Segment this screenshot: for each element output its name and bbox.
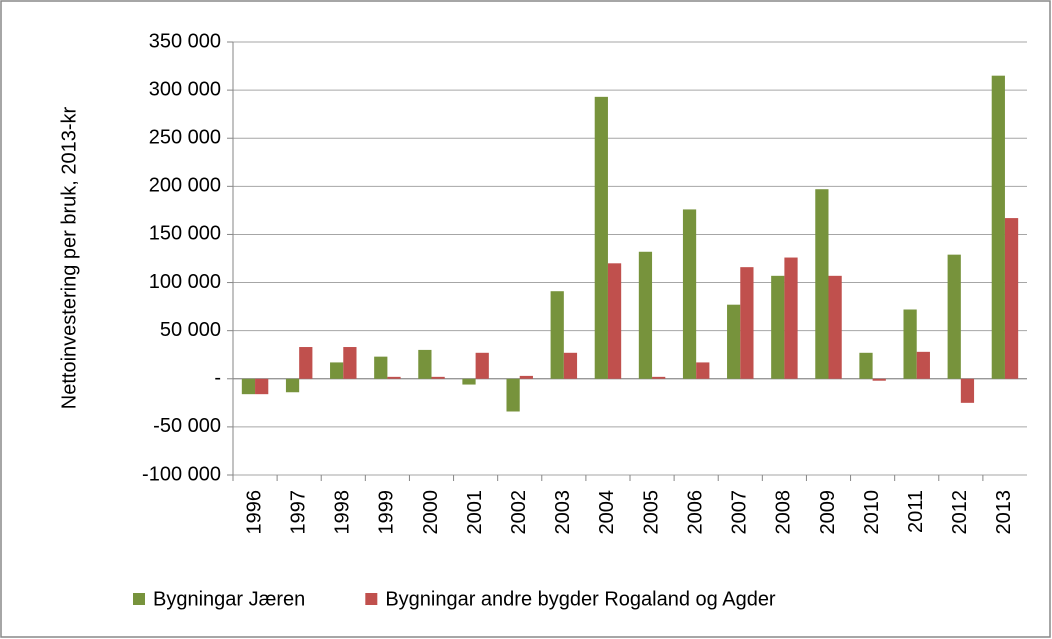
bar xyxy=(241,378,256,395)
bar xyxy=(682,209,697,379)
bar xyxy=(991,75,1005,379)
bar xyxy=(727,304,741,379)
bar xyxy=(594,96,608,379)
bar xyxy=(285,378,300,393)
x-tick-label: 1998 xyxy=(332,490,354,535)
y-tick-label: 100 000 xyxy=(149,271,221,293)
bar xyxy=(607,263,622,379)
bar xyxy=(563,352,578,379)
x-tick-label: 2013 xyxy=(993,490,1015,535)
bar xyxy=(638,251,653,379)
bar xyxy=(519,375,533,379)
bar xyxy=(903,309,917,379)
x-tick-label: 2009 xyxy=(817,490,839,535)
bar xyxy=(828,275,842,379)
y-tick-label: 150 000 xyxy=(149,223,221,245)
y-tick-label: 250 000 xyxy=(149,127,221,149)
y-axis-label: Nettoinvestering per bruk, 2013-kr xyxy=(58,106,80,409)
bar xyxy=(872,378,886,381)
bar xyxy=(784,257,798,379)
bar xyxy=(916,351,930,379)
x-tick-label: 2012 xyxy=(949,490,971,535)
bar xyxy=(960,378,975,403)
x-tick-label: 2001 xyxy=(464,490,486,535)
x-tick-label: 2000 xyxy=(420,490,442,535)
bar xyxy=(255,378,269,395)
bar xyxy=(431,376,445,379)
x-tick-label: 1999 xyxy=(376,490,398,535)
x-tick-label: 2011 xyxy=(905,490,927,533)
x-tick-label: 1997 xyxy=(287,490,309,535)
legend-swatch xyxy=(133,593,145,605)
x-tick-label: 2003 xyxy=(552,490,574,535)
bar xyxy=(947,254,961,379)
bar xyxy=(462,378,476,385)
bar xyxy=(815,189,829,379)
bar xyxy=(771,275,785,379)
x-tick-label: 2004 xyxy=(596,490,618,535)
y-tick-label: -100 000 xyxy=(142,463,221,485)
bar xyxy=(550,291,564,379)
y-tick-label: 50 000 xyxy=(160,319,221,341)
bar xyxy=(1004,218,1019,379)
bar xyxy=(299,347,313,379)
legend-label: Bygningar Jæren xyxy=(153,588,305,610)
bar xyxy=(506,378,520,412)
x-tick-label: 2010 xyxy=(861,490,883,535)
y-tick-label: 200 000 xyxy=(149,175,221,197)
bar xyxy=(374,356,388,379)
bar xyxy=(652,376,666,379)
bar xyxy=(330,362,344,379)
bar xyxy=(387,376,401,379)
x-tick-label: 2002 xyxy=(508,490,530,535)
x-tick-label: 1996 xyxy=(243,490,265,535)
bar xyxy=(418,349,432,379)
bar xyxy=(696,362,710,379)
x-tick-label: 2007 xyxy=(729,490,751,535)
y-tick-label: 350 000 xyxy=(149,30,221,52)
y-tick-label: - xyxy=(214,367,221,389)
legend-label: Bygningar andre bygder Rogaland og Agder xyxy=(385,588,776,610)
x-tick-label: 2006 xyxy=(684,490,706,535)
y-tick-label: 300 000 xyxy=(149,78,221,100)
x-tick-label: 2005 xyxy=(640,490,662,535)
bar xyxy=(859,352,873,379)
bar xyxy=(343,347,357,379)
legend-swatch xyxy=(365,593,378,605)
bar xyxy=(740,267,754,379)
y-tick-label: -50 000 xyxy=(153,415,221,437)
x-tick-label: 2008 xyxy=(773,490,795,535)
bar xyxy=(475,352,489,379)
